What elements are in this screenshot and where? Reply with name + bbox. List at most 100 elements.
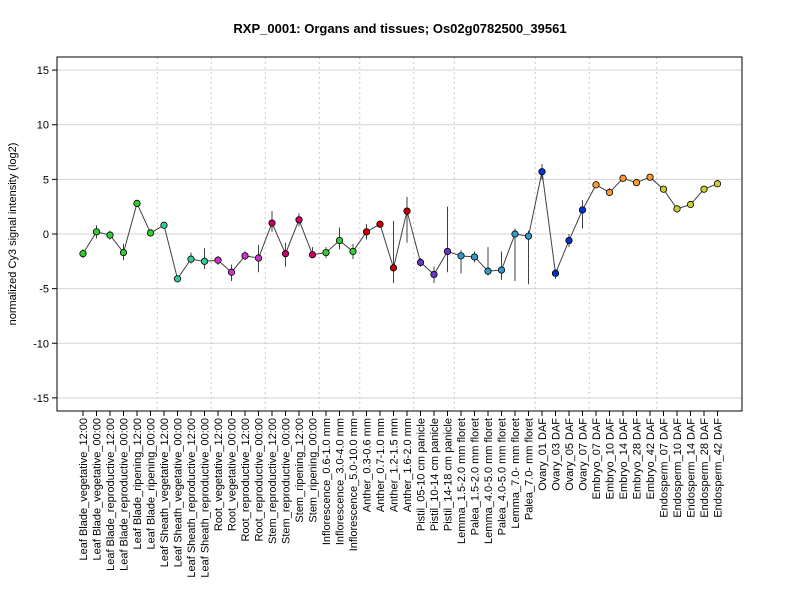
data-point — [430, 270, 438, 279]
data-point — [241, 252, 249, 260]
x-tick-label: Stem_ripening_00:00 — [308, 418, 320, 523]
data-point — [538, 168, 546, 176]
data-point — [173, 275, 182, 283]
x-tick-label: Anther_1.6-2.0 mm — [402, 418, 414, 512]
x-tick-label: Lemma_1.5-2.0 mm floret — [456, 418, 468, 544]
data-point — [619, 174, 627, 182]
data-point — [362, 228, 371, 236]
x-tick-label: Embryo_42 DAF — [645, 418, 657, 500]
data-point — [700, 185, 708, 193]
data-point — [200, 257, 209, 265]
series-line-layer — [82, 171, 718, 280]
x-tick-label: Lemma_7.0- mm floret — [510, 418, 522, 529]
data-point — [322, 248, 330, 257]
data-point — [524, 232, 533, 240]
data-point — [646, 173, 654, 181]
x-tick-label: Leaf Blade_reproductive_00:00 — [119, 418, 131, 571]
x-tick-label: Anther_1.2-1.5 mm — [389, 418, 401, 512]
x-tick-label: Pistil_10-14 cm panicle — [429, 418, 441, 531]
x-tick-label: Leaf Blade_ripening_00:00 — [146, 418, 158, 550]
x-tick-label: Anther_0.3-0.6 mm — [362, 418, 374, 512]
data-point — [349, 247, 357, 256]
grid-layer — [57, 57, 742, 411]
data-point — [227, 268, 236, 276]
y-axis-title: normalized Cy3 signal intensity (log2) — [7, 143, 19, 326]
x-tick-label: Embryo_07 DAF — [591, 418, 603, 500]
data-point — [79, 250, 87, 258]
data-point — [160, 221, 168, 229]
error-bar-layer — [82, 164, 718, 285]
data-point — [497, 266, 506, 274]
x-tick-label: Stem_reproductive_12:00 — [267, 418, 279, 544]
x-tick-label: Endosperm_07 DAF — [659, 418, 671, 518]
data-point — [133, 199, 141, 208]
x-tick-label: Palea_1.5-2.0 mm floret — [470, 418, 482, 535]
data-point — [146, 229, 155, 237]
x-tick-label: Leaf Sheath_reproductive_00:00 — [200, 418, 212, 578]
data-point — [457, 252, 465, 260]
x-tick-label: Ovary_03 DAF — [551, 418, 563, 491]
x-tick-label: Endosperm_10 DAF — [672, 418, 684, 518]
data-point — [376, 220, 384, 228]
data-point — [686, 200, 695, 209]
data-point — [335, 236, 344, 245]
x-tick-label: Endosperm_28 DAF — [699, 418, 711, 518]
x-tick-label: Embryo_28 DAF — [632, 418, 644, 500]
data-point-layer — [79, 168, 722, 283]
data-point — [443, 247, 452, 256]
data-point — [578, 206, 587, 214]
x-tick-label: Root_vegetative_00:00 — [227, 418, 239, 531]
y-axis: -15 -10 -5 0 5 10 15 — [33, 65, 57, 405]
data-point — [673, 205, 681, 213]
x-tick-label: Anther_0.7-1.0 mm — [375, 418, 387, 512]
x-tick-label: Root_vegetative_12:00 — [213, 418, 225, 531]
x-tick-label: Palea_7.0- mm floret — [524, 418, 536, 520]
data-point — [713, 180, 722, 188]
x-tick-label: Inflorescence_5.0-10.0 mm — [348, 418, 360, 551]
data-point — [565, 236, 573, 245]
x-tick-label: Lemma_4.0-5.0 mm floret — [483, 418, 495, 544]
x-tick-label: Ovary_05 DAF — [564, 418, 576, 491]
data-point — [389, 264, 398, 272]
data-point — [484, 267, 492, 275]
data-point — [470, 253, 479, 261]
data-point — [281, 250, 290, 258]
data-point — [592, 181, 600, 189]
x-tick-label: Root_reproductive_12:00 — [240, 418, 252, 542]
x-tick-label: Leaf Blade_ripening_12:00 — [132, 418, 144, 550]
x-tick-label: Leaf Sheath_vegetative_00:00 — [173, 418, 185, 567]
x-tick-label: Ovary_01 DAF — [537, 418, 549, 491]
x-tick-label: Stem_ripening_12:00 — [294, 418, 306, 523]
x-axis: Leaf Blade_vegetative_12:00 Leaf Blade_ve… — [78, 411, 725, 578]
data-point — [632, 179, 641, 187]
data-point — [416, 258, 425, 267]
x-tick-label: Pistil_14-18 cm panicle — [443, 418, 455, 531]
x-tick-label: Leaf Blade_reproductive_12:00 — [105, 418, 117, 571]
y-tick-label: 10 — [37, 120, 49, 132]
data-point — [605, 188, 614, 197]
data-point — [295, 216, 303, 224]
chart-title: RXP_0001: Organs and tissues; Os02g07825… — [233, 21, 566, 36]
x-tick-label: Endosperm_14 DAF — [686, 418, 698, 518]
y-tick-label: 15 — [37, 65, 49, 77]
y-tick-label: -10 — [33, 338, 49, 350]
data-point — [308, 251, 317, 259]
y-tick-label: 0 — [43, 229, 49, 241]
x-tick-label: Embryo_14 DAF — [618, 418, 630, 500]
data-point — [403, 207, 411, 215]
x-tick-label: Stem_reproductive_00:00 — [281, 418, 293, 544]
x-tick-label: Root_reproductive_00:00 — [254, 418, 266, 542]
x-tick-label: Pistil_05-10 cm panicle — [416, 418, 428, 531]
data-point — [268, 219, 276, 227]
x-tick-label: Palea_4.0-5.0 mm floret — [497, 418, 509, 535]
data-point — [92, 228, 101, 236]
x-tick-label: Ovary_07 DAF — [578, 418, 590, 491]
data-point — [511, 230, 519, 238]
x-tick-label: Inflorescence_3.0-4.0 mm — [335, 418, 347, 545]
series-line — [82, 171, 718, 280]
y-tick-label: -15 — [33, 393, 49, 405]
data-point — [106, 231, 114, 239]
x-tick-label: Endosperm_42 DAF — [713, 418, 725, 518]
x-tick-label: Leaf Sheath_vegetative_12:00 — [159, 418, 171, 567]
